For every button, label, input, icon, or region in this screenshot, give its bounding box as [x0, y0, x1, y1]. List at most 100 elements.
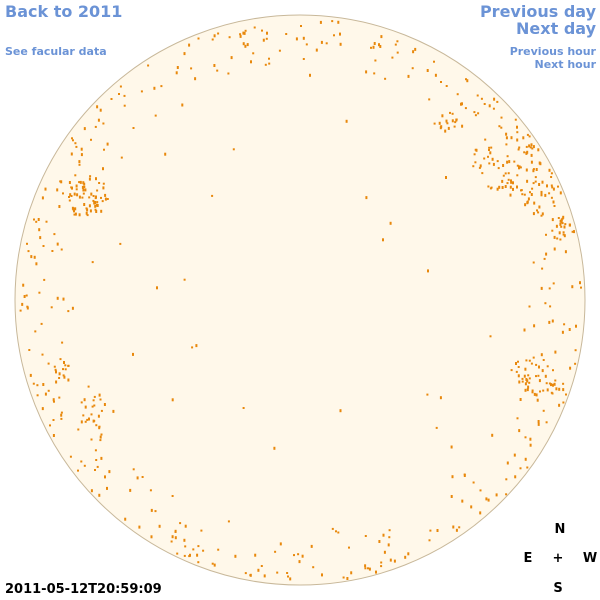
facula-point: [266, 31, 268, 35]
facula-point: [140, 90, 143, 93]
facula-point: [58, 396, 61, 399]
facula-point: [95, 424, 98, 427]
facula-point: [84, 405, 87, 409]
facula-point: [99, 439, 102, 442]
facula-point: [526, 133, 529, 136]
facula-point: [394, 43, 397, 46]
facula-point: [174, 529, 177, 533]
facula-point: [47, 362, 50, 365]
compass-south-label: S: [553, 581, 563, 596]
facula-point: [433, 122, 436, 125]
facula-point: [478, 166, 481, 169]
facula-point: [100, 456, 103, 460]
facula-point: [538, 183, 541, 186]
facula-point: [132, 127, 135, 129]
facula-point: [524, 382, 527, 386]
facula-point: [22, 283, 25, 287]
facula-point: [61, 341, 64, 344]
facula-point: [97, 414, 100, 418]
next-hour-link[interactable]: Next hour: [534, 58, 597, 71]
facula-point: [67, 364, 70, 367]
facula-point: [370, 46, 372, 49]
facula-point: [69, 193, 72, 197]
facula-point: [527, 197, 530, 201]
facula-point: [555, 224, 558, 228]
compass-east-label: E: [523, 551, 533, 566]
see-facular-data-link[interactable]: See facular data: [5, 45, 107, 58]
facula-point: [36, 384, 39, 387]
facula-point: [451, 119, 454, 123]
facula-point: [480, 97, 483, 100]
facula-point: [435, 426, 438, 429]
next-day-link[interactable]: Next day: [516, 19, 596, 38]
facula-point: [75, 188, 78, 191]
facula-point: [496, 187, 499, 191]
facula-point: [141, 476, 144, 478]
facula-point: [389, 558, 392, 562]
compass-north-label: N: [554, 522, 566, 537]
facula-point: [80, 420, 83, 424]
facula-point: [90, 438, 93, 441]
facula-point: [562, 382, 565, 385]
facula-point: [71, 306, 74, 310]
facula-point: [526, 388, 529, 392]
facula-point: [36, 394, 39, 397]
facula-point: [38, 291, 41, 294]
facula-point: [92, 199, 95, 202]
facula-point: [537, 422, 540, 426]
facula-point: [554, 379, 557, 382]
facula-point: [540, 190, 543, 194]
facula-point: [560, 225, 563, 228]
facula-point: [396, 40, 399, 43]
facula-point: [164, 152, 167, 156]
facula-point: [555, 387, 558, 391]
facula-point: [244, 572, 247, 575]
facula-point: [526, 179, 529, 183]
facula-point: [179, 522, 182, 525]
facula-point: [239, 33, 242, 36]
facula-point: [183, 52, 186, 56]
facula-point: [561, 222, 564, 225]
facula-point: [310, 544, 313, 548]
previous-hour-link[interactable]: Previous hour: [509, 45, 596, 58]
facula-point: [42, 245, 45, 247]
facula-point: [183, 278, 186, 281]
facula-point: [81, 196, 84, 199]
facula-point: [62, 192, 64, 195]
facula-point: [528, 377, 531, 380]
facula-point: [562, 215, 565, 219]
facula-point: [440, 125, 443, 129]
facula-point: [481, 172, 484, 175]
facula-point: [558, 231, 561, 235]
facula-point: [451, 475, 454, 479]
facula-point: [364, 564, 367, 568]
previous-day-link[interactable]: Previous day: [479, 2, 596, 21]
facula-point: [554, 350, 557, 354]
facula-point: [378, 43, 380, 47]
facula-point: [517, 374, 520, 378]
facula-point: [244, 29, 247, 32]
facula-point: [99, 398, 102, 401]
facula-point: [197, 37, 200, 40]
facula-point: [319, 20, 322, 24]
facula-point: [524, 457, 527, 461]
facula-point: [97, 118, 100, 122]
facula-point: [86, 214, 89, 217]
facula-point: [348, 546, 350, 549]
facula-point: [493, 97, 496, 101]
facula-point: [571, 230, 574, 233]
facula-point: [446, 122, 449, 125]
facula-point: [479, 164, 482, 168]
back-to-year-link[interactable]: Back to 2011: [5, 2, 123, 21]
facula-point: [90, 192, 93, 196]
facula-point: [59, 358, 62, 361]
facula-point: [571, 285, 574, 289]
facula-point: [95, 177, 97, 181]
facula-point: [563, 234, 566, 238]
facula-point: [99, 108, 102, 112]
facula-point: [546, 365, 549, 368]
facula-point: [501, 186, 504, 189]
facula-point: [132, 352, 134, 356]
facula-point: [39, 236, 42, 240]
facula-point: [197, 561, 200, 564]
